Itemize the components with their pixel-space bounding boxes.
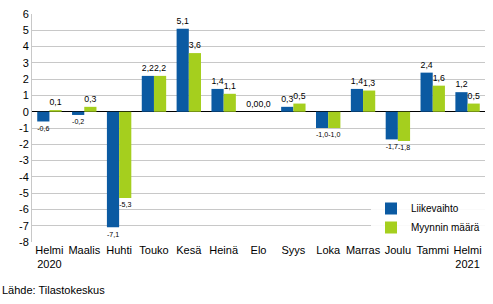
svg-text:0,3: 0,3	[281, 94, 293, 104]
svg-text:-2: -2	[19, 138, 29, 150]
svg-text:2,2: 2,2	[142, 63, 154, 73]
svg-text:0,5: 0,5	[293, 91, 305, 101]
svg-text:5,1: 5,1	[177, 16, 189, 26]
svg-text:Lähde: Tilastokeskus: Lähde: Tilastokeskus	[2, 284, 105, 296]
svg-text:1,2: 1,2	[455, 79, 467, 89]
svg-text:2,2: 2,2	[154, 63, 166, 73]
svg-text:Tammi: Tammi	[417, 244, 449, 256]
svg-text:-0,2: -0,2	[72, 118, 84, 125]
svg-text:-8: -8	[19, 236, 29, 248]
svg-text:Loka: Loka	[316, 244, 341, 256]
svg-text:0,3: 0,3	[84, 94, 96, 104]
svg-text:-0,6: -0,6	[37, 125, 49, 132]
svg-text:Syys: Syys	[281, 244, 305, 256]
svg-text:0,0: 0,0	[246, 99, 258, 109]
svg-text:Joulu: Joulu	[385, 244, 411, 256]
svg-text:6: 6	[23, 8, 29, 20]
svg-text:1: 1	[23, 89, 29, 101]
svg-text:0,5: 0,5	[468, 91, 480, 101]
svg-text:1,4: 1,4	[351, 76, 363, 86]
svg-text:-5,3: -5,3	[119, 201, 131, 208]
svg-text:-1,0: -1,0	[316, 131, 328, 138]
svg-text:Huhti: Huhti	[106, 244, 132, 256]
svg-text:Helmi2020: Helmi2020	[35, 244, 63, 270]
svg-text:0: 0	[23, 106, 29, 118]
svg-text:Elo: Elo	[251, 244, 267, 256]
svg-text:1,4: 1,4	[211, 76, 223, 86]
svg-text:1,1: 1,1	[224, 81, 236, 91]
svg-text:Maalis: Maalis	[68, 244, 100, 256]
svg-text:Myynnin määrä: Myynnin määrä	[411, 222, 480, 233]
svg-text:-7: -7	[19, 220, 29, 232]
svg-text:Heinä: Heinä	[209, 244, 239, 256]
svg-text:1,6: 1,6	[433, 73, 445, 83]
svg-text:-5: -5	[19, 187, 29, 199]
svg-text:-1,0: -1,0	[328, 131, 340, 138]
svg-text:-6: -6	[19, 203, 29, 215]
svg-text:5: 5	[23, 24, 29, 36]
svg-text:Kesä: Kesä	[176, 244, 202, 256]
svg-text:-7,1: -7,1	[107, 231, 119, 238]
svg-text:-3: -3	[19, 154, 29, 166]
svg-text:Helmi2021: Helmi2021	[454, 244, 482, 270]
svg-text:-4: -4	[19, 171, 29, 183]
svg-text:-1: -1	[19, 122, 29, 134]
svg-text:0,0: 0,0	[259, 99, 271, 109]
svg-text:3,6: 3,6	[189, 40, 201, 50]
svg-text:Touko: Touko	[139, 244, 168, 256]
svg-text:Liikevaihto: Liikevaihto	[411, 203, 459, 214]
svg-text:4: 4	[23, 40, 29, 52]
svg-text:2,4: 2,4	[421, 60, 433, 70]
svg-text:2: 2	[23, 73, 29, 85]
svg-text:-1,8: -1,8	[398, 144, 410, 151]
svg-text:-1,7: -1,7	[386, 143, 398, 150]
svg-text:1,3: 1,3	[363, 78, 375, 88]
svg-text:Marras: Marras	[346, 244, 381, 256]
svg-text:0,1: 0,1	[49, 97, 61, 107]
svg-text:3: 3	[23, 57, 29, 69]
